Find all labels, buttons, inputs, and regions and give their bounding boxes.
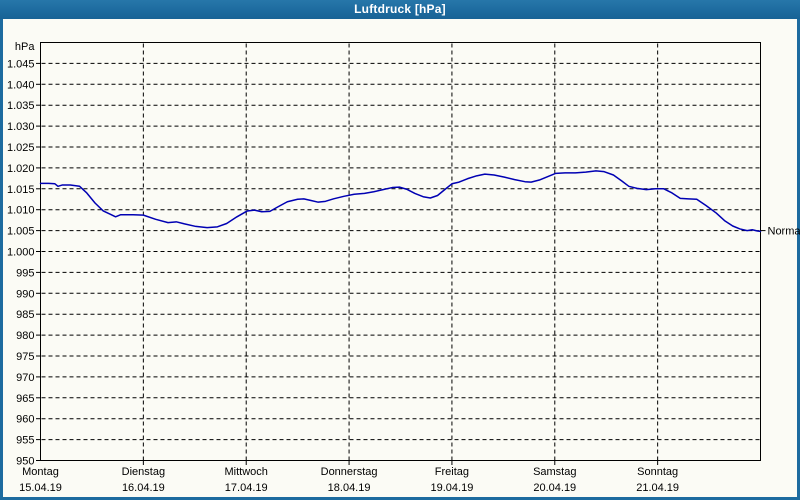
window-title: Luftdruck [hPa] [354,2,446,16]
y-tick-label: 985 [16,309,34,321]
x-day-label: Sonntag [637,466,678,478]
y-tick-label: 1.010 [7,205,35,217]
y-tick-label: 950 [16,456,34,468]
plot-border [40,42,761,461]
x-day-label: Mittwoch [225,466,268,478]
x-date-label: 15.04.19 [19,482,62,494]
y-tick-label: 970 [16,372,34,384]
y-tick-label: 965 [16,393,34,405]
x-date-label: 17.04.19 [225,482,268,494]
y-tick-label: 1.020 [7,163,35,175]
chart-panel [0,19,800,500]
normal-label: Normal [768,226,800,238]
x-day-label: Dienstag [122,466,165,478]
x-date-label: 19.04.19 [431,482,474,494]
pressure-chart: 1.045 1.040 1.035 1.030 1.025 1.020 1.015 1.010… [7,41,800,494]
y-tick-label: 1.000 [7,247,35,259]
x-date-label: 21.04.19 [636,482,679,494]
window-titlebar[interactable]: Luftdruck [hPa] [0,0,800,19]
y-tick-label: 1.015 [7,184,35,196]
x-date-label: 18.04.19 [328,482,371,494]
y-tick-label: 990 [16,288,34,300]
y-tick-label: 955 [16,435,34,447]
y-tick-label: 980 [16,330,34,342]
y-tick-label: 995 [16,267,34,279]
y-tick-label: 1.025 [7,142,35,154]
x-day-label: Samstag [533,466,576,478]
y-tick-label: 1.040 [7,79,35,91]
x-day-label: Donnerstag [321,466,378,478]
y-tick-label: 1.005 [7,226,35,238]
y-axis-unit-label: hPa [15,41,35,53]
y-tick-label: 1.035 [7,100,35,112]
x-day-label: Montag [22,466,59,478]
y-tick-label: 975 [16,351,34,363]
y-tick-label: 1.030 [7,121,35,133]
x-day-label: Freitag [435,466,469,478]
y-tick-label: 1.045 [7,58,35,70]
x-date-label: 20.04.19 [533,482,576,494]
y-tick-label: 960 [16,414,34,426]
x-date-label: 16.04.19 [122,482,165,494]
pressure-line [39,170,762,233]
